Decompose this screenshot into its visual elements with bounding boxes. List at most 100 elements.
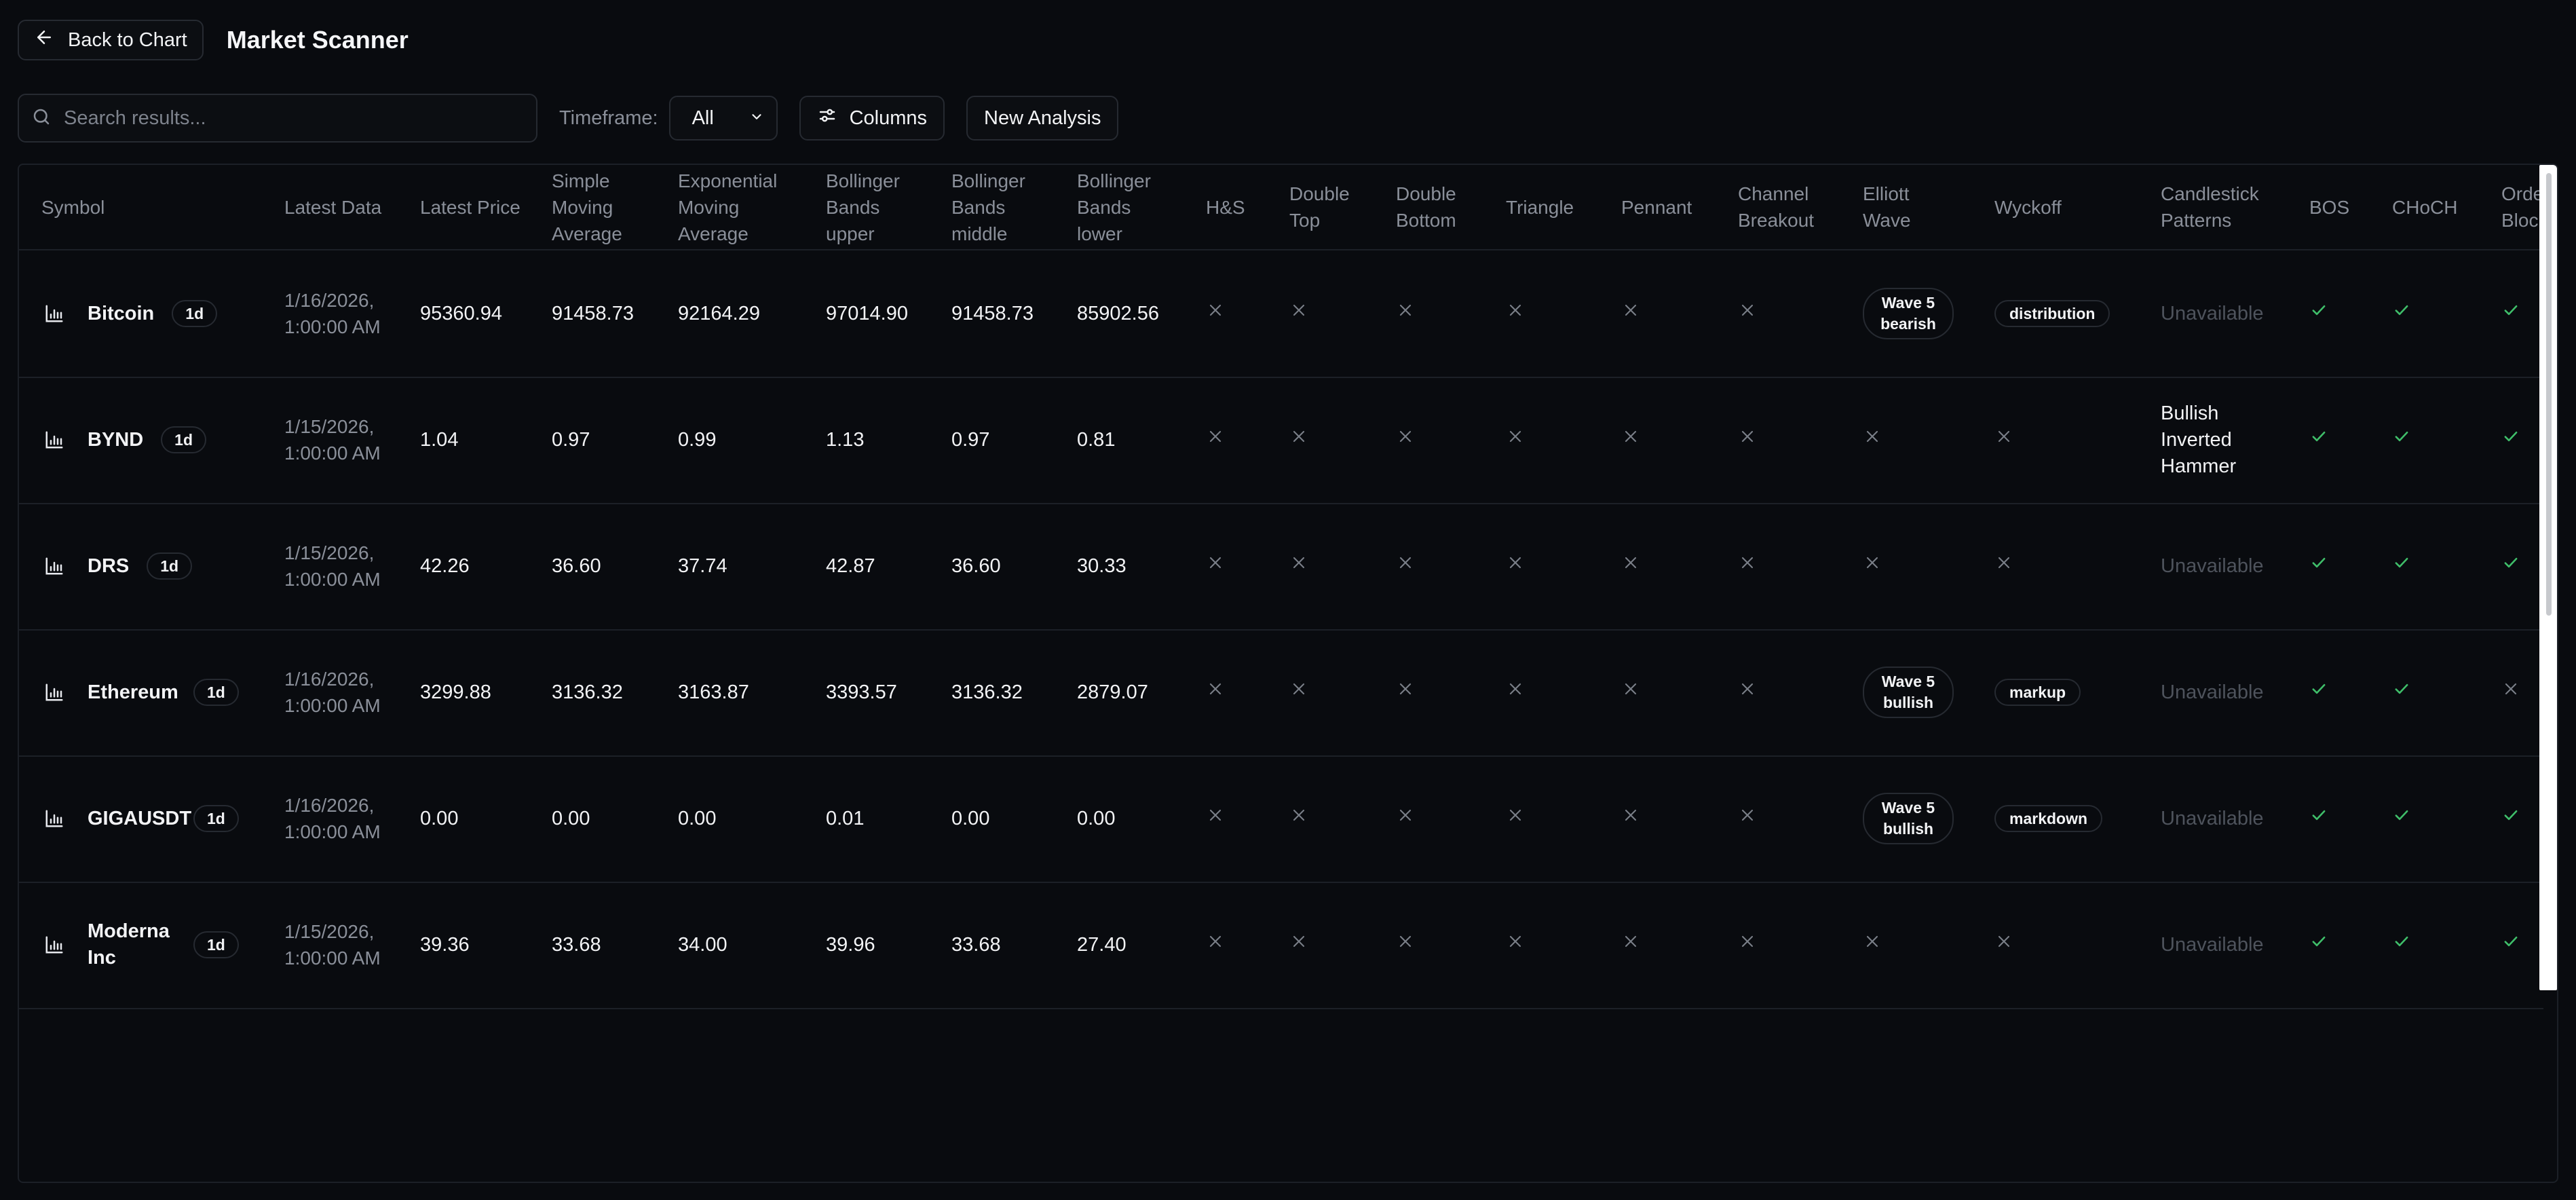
choch-check-icon <box>2392 553 2411 580</box>
elliott-wave-cell: Wave 5 bearish <box>1863 250 1954 377</box>
new-analysis-button[interactable]: New Analysis <box>966 96 1119 140</box>
bb-lower-value: 2879.07 <box>1077 681 1148 703</box>
bos-check-icon <box>2309 553 2328 580</box>
table-row[interactable]: Moderna Inc 1d 1/15/2026, 1:00:00 AM 39.36 3… <box>19 882 2543 1009</box>
symbol-name[interactable]: BYND <box>88 428 144 451</box>
header-double-bottom[interactable]: Double Bottom <box>1396 183 1456 231</box>
order-block-x-icon <box>2501 679 2520 706</box>
search-box[interactable] <box>18 94 537 143</box>
header-channel-breakout[interactable]: Channel Breakout <box>1738 183 1815 231</box>
bos-check-icon-cell <box>2309 882 2328 1008</box>
table-row[interactable]: GIGAUSDT 1d 1/16/2026, 1:00:00 AM 0.00 0.00 0… <box>19 755 2543 883</box>
search-input[interactable] <box>62 106 527 130</box>
top-bar: Back to Chart Market Scanner <box>18 19 409 61</box>
header-bb-lower[interactable]: Bollinger Bands lower <box>1077 170 1151 244</box>
scrollbar-thumb[interactable] <box>2546 173 2552 616</box>
double-top-x-icon-cell <box>1289 250 1308 377</box>
vertical-scrollbar[interactable] <box>2539 165 2557 990</box>
triangle-x-icon <box>1506 932 1525 958</box>
double-bottom-x-icon-cell <box>1396 882 1415 1008</box>
wyckoff-x-icon <box>1994 553 2013 580</box>
header-candlestick-patterns[interactable]: Candlestick Patterns <box>2161 183 2259 231</box>
triangle-x-icon <box>1506 301 1525 327</box>
double-top-x-icon-cell <box>1289 377 1308 503</box>
symbol-name[interactable]: Ethereum <box>88 681 178 703</box>
columns-button[interactable]: Columns <box>799 96 945 140</box>
order-block-check-icon <box>2501 932 2520 958</box>
candlestick-pattern: Unavailable <box>2161 681 2264 703</box>
header-sma[interactable]: Simple Moving Average <box>552 170 622 244</box>
elliott-wave-x-icon-cell <box>1863 377 1882 503</box>
channel-breakout-x-icon <box>1738 427 1757 453</box>
bar-chart-icon[interactable] <box>44 935 64 955</box>
hs-x-icon-cell <box>1206 377 1225 503</box>
header-hs[interactable]: H&S <box>1206 196 1245 218</box>
header-bb-middle[interactable]: Bollinger Bands middle <box>951 170 1025 244</box>
header-bos[interactable]: BOS <box>2309 196 2350 218</box>
symbol-cell: GIGAUSDT 1d <box>44 755 268 882</box>
sma-value: 36.60 <box>552 555 601 577</box>
elliott-wave-cell: Wave 5 bullish <box>1863 629 1954 755</box>
timeframe-badge: 1d <box>172 300 218 327</box>
candlestick-pattern: Bullish Inverted Hammer <box>2161 402 2237 477</box>
table-row[interactable]: Ethereum 1d 1/16/2026, 1:00:00 AM 3299.88 31… <box>19 629 2543 757</box>
header-triangle[interactable]: Triangle <box>1506 196 1574 218</box>
double-top-x-icon-cell <box>1289 882 1308 1008</box>
triangle-x-icon <box>1506 806 1525 832</box>
symbol-name[interactable]: DRS <box>88 555 130 577</box>
table-row[interactable]: BYND 1d 1/15/2026, 1:00:00 AM 1.04 0.97 0.99 1… <box>19 377 2543 504</box>
header-latest-price[interactable]: Latest Price <box>420 196 520 218</box>
channel-breakout-x-icon-cell <box>1738 629 1757 755</box>
timeframe-value: All <box>692 107 714 129</box>
bos-check-icon <box>2309 806 2328 832</box>
arrow-left-icon <box>34 27 54 53</box>
header-wyckoff[interactable]: Wyckoff <box>1994 196 2062 218</box>
latest-data: 1/15/2026, 1:00:00 AM <box>284 542 381 590</box>
back-to-chart-button[interactable]: Back to Chart <box>18 20 204 60</box>
timeframe-select[interactable]: All <box>668 96 778 140</box>
table-row[interactable]: DRS 1d 1/15/2026, 1:00:00 AM 42.26 36.60 37.7… <box>19 503 2543 631</box>
pennant-x-icon-cell <box>1621 882 1640 1008</box>
bos-check-icon-cell <box>2309 503 2328 629</box>
double-bottom-x-icon <box>1396 932 1415 958</box>
symbol-name[interactable]: Moderna Inc <box>88 920 170 969</box>
bb-lower-value: 0.81 <box>1077 428 1116 451</box>
toolbar: Timeframe: All Columns New Analysis <box>18 94 1119 143</box>
table-row[interactable]: Bitcoin 1d 1/16/2026, 1:00:00 AM 95360.94 91… <box>19 250 2543 378</box>
bar-chart-icon[interactable] <box>44 303 64 324</box>
double-top-x-icon-cell <box>1289 629 1308 755</box>
new-analysis-label: New Analysis <box>984 107 1101 129</box>
symbol-cell: BYND 1d <box>44 377 268 503</box>
choch-check-icon-cell <box>2392 629 2411 755</box>
sma-value: 91458.73 <box>552 302 634 324</box>
pennant-x-icon-cell <box>1621 629 1640 755</box>
header-bb-upper[interactable]: Bollinger Bands upper <box>826 170 900 244</box>
header-choch[interactable]: CHoCH <box>2392 196 2458 218</box>
bar-chart-icon[interactable] <box>44 430 64 450</box>
latest-data: 1/16/2026, 1:00:00 AM <box>284 669 381 716</box>
elliott-wave-badge: Wave 5 bullish <box>1863 793 1954 844</box>
bar-chart-icon[interactable] <box>44 682 64 702</box>
symbol-name[interactable]: GIGAUSDT <box>88 807 192 829</box>
bar-chart-icon[interactable] <box>44 808 64 829</box>
symbol-name[interactable]: Bitcoin <box>88 302 155 324</box>
header-symbol[interactable]: Symbol <box>41 196 105 218</box>
pennant-x-icon-cell <box>1621 503 1640 629</box>
header-ema[interactable]: Exponential Moving Average <box>678 170 778 244</box>
double-bottom-x-icon-cell <box>1396 250 1415 377</box>
header-latest-data[interactable]: Latest Data <box>284 196 382 218</box>
header-pennant[interactable]: Pennant <box>1621 196 1692 218</box>
bos-check-icon-cell <box>2309 377 2328 503</box>
channel-breakout-x-icon-cell <box>1738 882 1757 1008</box>
bb-middle-value: 3136.32 <box>951 681 1023 703</box>
bar-chart-icon[interactable] <box>44 556 64 576</box>
hs-x-icon <box>1206 301 1225 327</box>
hs-x-icon <box>1206 806 1225 832</box>
choch-check-icon-cell <box>2392 250 2411 377</box>
header-double-top[interactable]: Double Top <box>1289 183 1350 231</box>
sma-value: 3136.32 <box>552 681 623 703</box>
wyckoff-cell: markup <box>1994 629 2081 755</box>
symbol-cell: DRS 1d <box>44 503 268 629</box>
order-block-check-icon <box>2501 427 2520 453</box>
header-elliott-wave[interactable]: Elliott Wave <box>1863 183 1911 231</box>
